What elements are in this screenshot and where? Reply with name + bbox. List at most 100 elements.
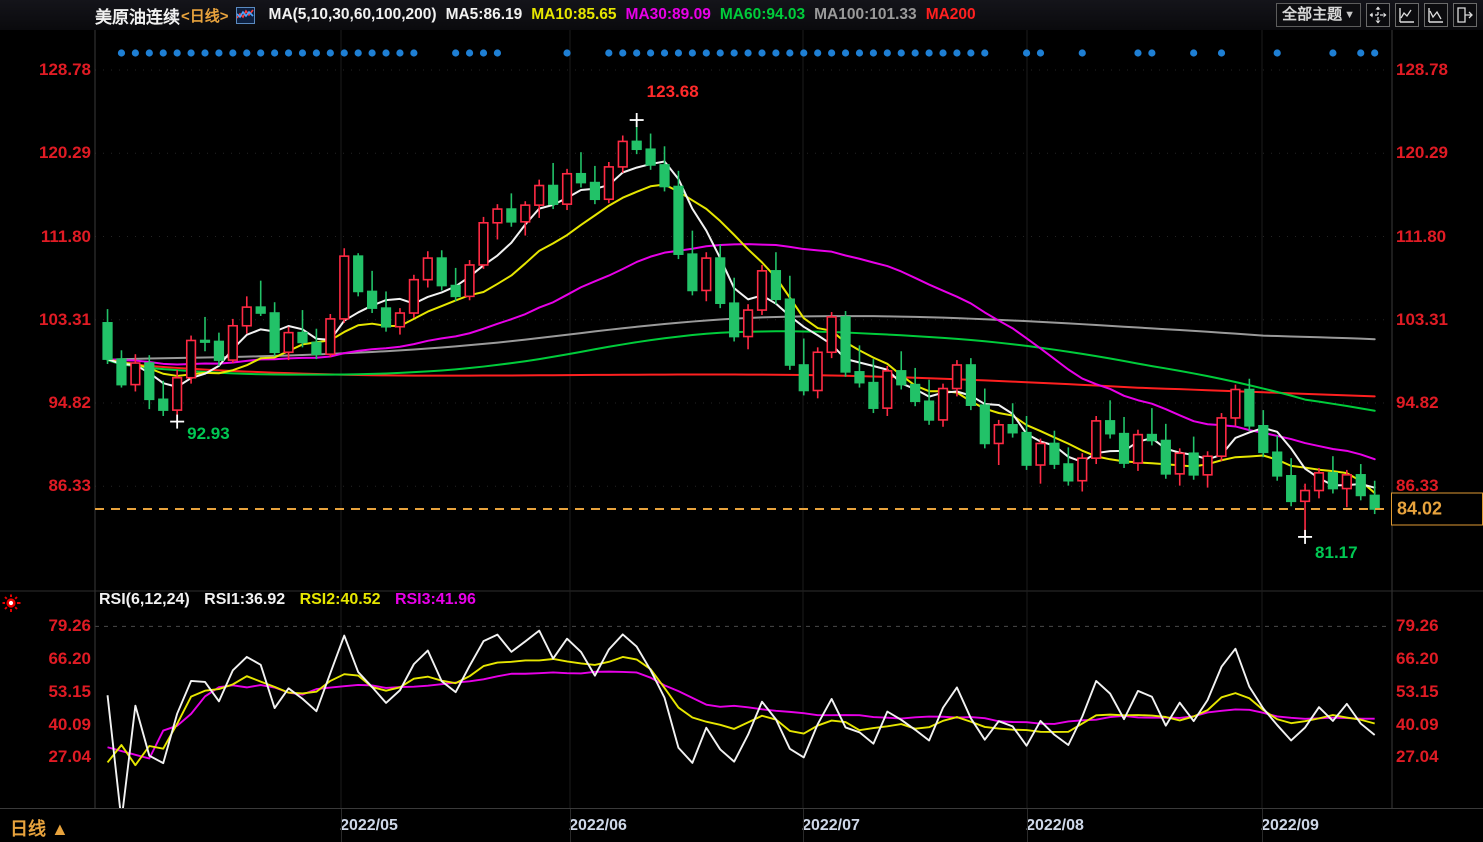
low-price-annotation-2: 81.17 [1315, 542, 1358, 562]
candle-body [1188, 452, 1199, 476]
candle-body [534, 184, 545, 206]
candle-body [436, 257, 447, 287]
rsi-line-12 [106, 656, 1375, 767]
candle-body [394, 312, 406, 328]
candle-body [1286, 475, 1297, 503]
candle-body [1118, 432, 1130, 464]
header-controls: 全部主题 ▼ [1276, 3, 1477, 27]
signal-dot [215, 49, 223, 57]
fit-right-icon[interactable] [1424, 3, 1448, 27]
signal-dot [382, 49, 390, 57]
signal-dot [855, 49, 864, 57]
signal-dot [869, 49, 877, 57]
candle-body [1230, 388, 1241, 419]
rsi-tick-right: 53.15 [1396, 681, 1439, 701]
signal-dot [828, 49, 836, 57]
signal-dot [229, 49, 237, 57]
candle-body [923, 400, 935, 421]
candle-body [561, 172, 573, 205]
signal-dot [953, 49, 961, 57]
signal-dot [911, 49, 919, 57]
candle-body [269, 312, 280, 354]
ma-lines-icon[interactable] [235, 6, 255, 24]
time-axis-tick [570, 809, 571, 842]
candle-body [255, 306, 266, 314]
price-tick-right: 111.80 [1396, 226, 1447, 246]
high-price-annotation: 123.68 [646, 82, 699, 102]
time-axis-label: 2022/08 [1026, 817, 1084, 834]
ma-params-label: MA(5,10,30,60,100,200) [268, 6, 437, 23]
exit-icon[interactable] [1453, 3, 1477, 27]
candle-body [199, 339, 211, 343]
rsi3-value: RSI3:41.96 [394, 591, 476, 608]
candle-body [798, 364, 809, 392]
signal-dot [841, 49, 850, 57]
candle-body [102, 322, 113, 360]
candle-body [645, 148, 656, 166]
candle-body [715, 257, 726, 305]
candle-body [965, 364, 976, 407]
signal-dot [925, 49, 933, 57]
rsi-tick-right: 27.04 [1396, 747, 1439, 767]
signal-dot [646, 49, 655, 57]
signal-dot [479, 49, 488, 57]
signal-dot [744, 49, 752, 57]
candle-body [840, 316, 851, 373]
rsi-indicator-pane[interactable]: RSI(6,12,24) RSI1:36.92 RSI2:40.52 RSI3:… [0, 590, 1483, 822]
candle-body [1202, 455, 1213, 476]
signal-dot [674, 49, 683, 57]
price-tick-left: 120.29 [39, 143, 91, 163]
candle-body [826, 316, 837, 354]
sun-burst-icon[interactable] [2, 594, 24, 619]
ma60-value: MA60:94.03 [719, 6, 806, 23]
ma10-value: MA10:85.65 [531, 6, 617, 23]
fit-left-icon[interactable] [1395, 3, 1419, 27]
candle-body [1091, 420, 1102, 459]
candle-body [770, 270, 782, 301]
signal-dot [201, 49, 209, 57]
signal-dot [410, 49, 418, 57]
candle-body [422, 257, 433, 281]
candle-body [1174, 452, 1185, 475]
candle-body [325, 318, 336, 356]
price-tick-left: 94.82 [48, 393, 91, 413]
crosshair-move-icon[interactable] [1366, 3, 1390, 27]
signal-dot [939, 49, 947, 57]
symbol-title: 美原油连续 [95, 7, 180, 27]
signal-dot [660, 49, 669, 57]
signal-dot [493, 49, 502, 57]
signal-dot [271, 49, 279, 57]
candle-body [1216, 417, 1227, 458]
candle-body [742, 309, 754, 338]
candle-body [353, 255, 364, 293]
candle-body [380, 307, 392, 328]
candle-body [854, 371, 865, 384]
time-axis-label: 2022/06 [569, 817, 627, 834]
candle-body [729, 302, 740, 338]
candle-body [1063, 463, 1074, 482]
signal-dot [326, 49, 334, 57]
candle-body [1327, 472, 1339, 490]
signal-dot [298, 49, 307, 57]
signal-dot [814, 49, 822, 57]
price-tick-left: 86.33 [48, 476, 91, 496]
period-selector-button[interactable]: 日线 ▲ [10, 819, 69, 839]
chevron-down-icon: ▼ [1344, 8, 1355, 21]
candle-body [1258, 424, 1269, 454]
signal-dot [758, 49, 766, 57]
theme-dropdown[interactable]: 全部主题 ▼ [1276, 3, 1361, 27]
price-tick-left: 128.78 [39, 60, 91, 79]
candle-body [1341, 474, 1352, 490]
candle-body [1035, 442, 1046, 466]
candle-body [172, 376, 183, 411]
signal-dot [340, 49, 348, 57]
candle-body [575, 172, 587, 184]
price-chart-pane[interactable]: 128.78 120.29 111.80 103.31 94.82 86.33 128.7… [0, 30, 1483, 590]
signal-dots [117, 49, 1379, 57]
signal-dot [1134, 49, 1142, 57]
signal-dot [131, 49, 139, 57]
signal-dot [716, 49, 724, 57]
rsi-header: RSI(6,12,24) RSI1:36.92 RSI2:40.52 RSI3:… [99, 591, 486, 609]
candle-body [520, 204, 531, 223]
candle-body [1104, 420, 1116, 435]
